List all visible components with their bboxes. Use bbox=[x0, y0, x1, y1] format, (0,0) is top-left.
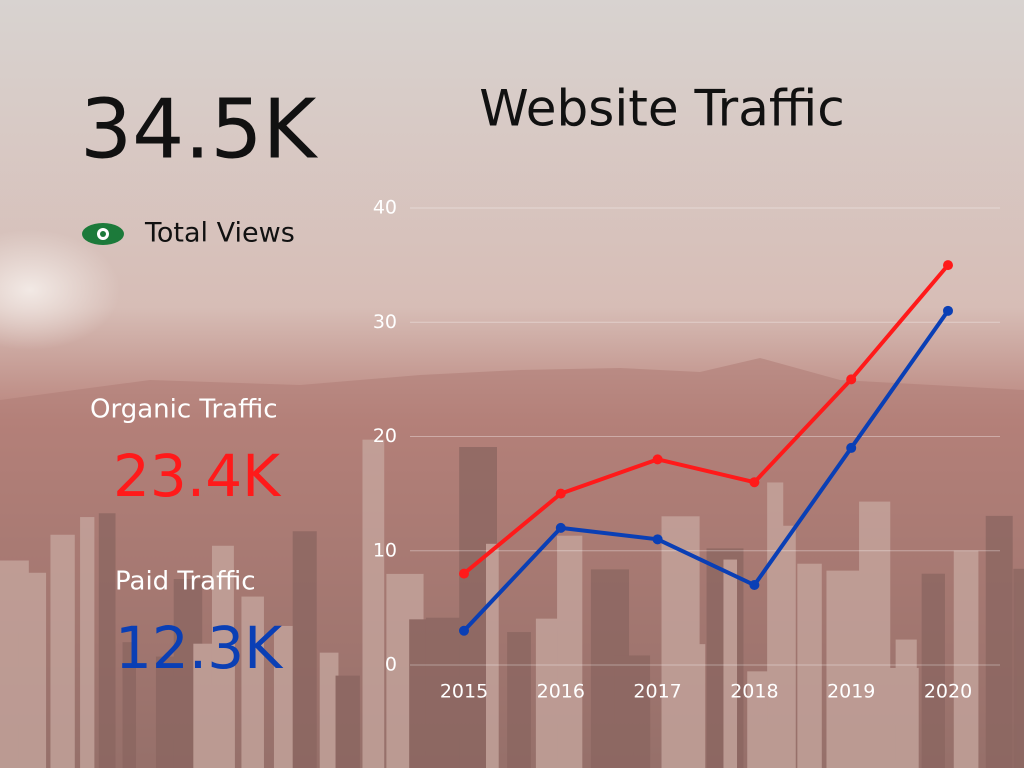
y-tick-label: 0 bbox=[385, 654, 397, 676]
data-point bbox=[846, 442, 857, 453]
data-point bbox=[459, 568, 469, 579]
series-total: 12.3K bbox=[115, 614, 284, 682]
data-point bbox=[459, 625, 469, 636]
city-skyline bbox=[0, 439, 1024, 768]
plot: 0 10 20 30 40 2015 2016 2017 2018 2019 2020 bbox=[373, 197, 1000, 703]
data-point bbox=[652, 454, 663, 465]
series-line bbox=[462, 309, 950, 633]
legend-label: Organic Traffic bbox=[90, 395, 278, 425]
x-tick-label: 2017 bbox=[633, 681, 681, 703]
y-tick-label: 30 bbox=[373, 311, 397, 333]
data-point bbox=[846, 374, 857, 385]
data-point bbox=[555, 522, 566, 533]
x-tick-label: 2016 bbox=[537, 681, 585, 703]
series-total: 23.4K bbox=[113, 442, 282, 510]
x-tick-label: 2015 bbox=[440, 681, 488, 703]
y-tick-label: 40 bbox=[373, 197, 397, 219]
series-line bbox=[462, 263, 950, 576]
data-point bbox=[943, 305, 953, 316]
x-tick-label: 2019 bbox=[827, 681, 875, 703]
x-tick-label: 2020 bbox=[924, 681, 972, 703]
data-point bbox=[555, 488, 566, 499]
sun-glow bbox=[0, 230, 120, 350]
data-point bbox=[749, 477, 760, 488]
y-tick-label: 10 bbox=[373, 539, 397, 561]
x-tick-label: 2018 bbox=[730, 681, 778, 703]
y-tick-label: 20 bbox=[373, 425, 397, 447]
chart-title: Website Traffic bbox=[479, 80, 844, 138]
eye-icon bbox=[82, 223, 124, 245]
legend-label: Paid Traffic bbox=[115, 567, 256, 597]
data-point bbox=[943, 260, 953, 271]
data-point bbox=[652, 534, 663, 545]
headline-label: Total Views bbox=[144, 218, 295, 249]
data-point bbox=[749, 580, 760, 591]
headline-value: 34.5K bbox=[80, 82, 319, 177]
